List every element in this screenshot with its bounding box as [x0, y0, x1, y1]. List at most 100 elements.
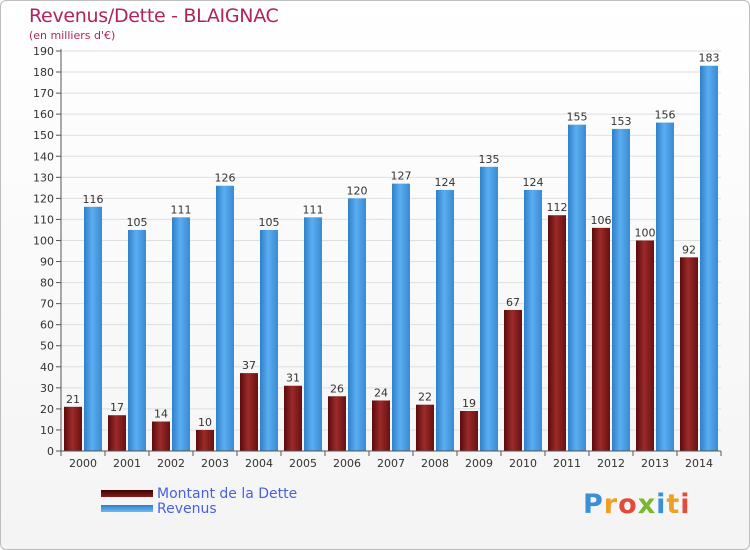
y-tick-label: 110: [33, 213, 54, 226]
data-label-revenus: 155: [567, 111, 588, 124]
bar-revenus: [656, 122, 674, 451]
legend-label-revenue: Revenus: [157, 501, 217, 517]
y-tick-label: 90: [40, 256, 54, 269]
data-label-dette: 19: [462, 397, 476, 410]
data-label-revenus: 127: [391, 170, 412, 183]
y-tick-label: 160: [33, 108, 54, 121]
bar-dette: [284, 385, 302, 451]
data-label-dette: 92: [682, 243, 696, 256]
data-label-dette: 106: [591, 214, 612, 227]
bar-dette: [504, 309, 522, 451]
bar-revenus: [128, 229, 146, 451]
x-tick-label: 2000: [69, 457, 97, 470]
y-tick-label: 30: [40, 382, 54, 395]
x-tick-label: 2002: [157, 457, 185, 470]
bar-dette: [592, 227, 610, 451]
bar-revenus: [84, 206, 102, 451]
x-tick-label: 2014: [685, 457, 713, 470]
data-label-revenus: 156: [655, 109, 676, 122]
x-tick-label: 2003: [201, 457, 229, 470]
data-label-dette: 10: [198, 416, 212, 429]
data-label-revenus: 105: [259, 216, 280, 229]
legend-swatch-debt: [101, 490, 153, 497]
bar-revenus: [348, 198, 366, 451]
data-label-revenus: 183: [699, 52, 720, 65]
x-tick-label: 2008: [421, 457, 449, 470]
data-label-revenus: 126: [215, 172, 236, 185]
y-tick-label: 60: [40, 319, 54, 332]
bar-dette: [108, 415, 126, 451]
data-label-dette: 37: [242, 359, 256, 372]
y-tick-label: 70: [40, 298, 54, 311]
data-label-dette: 22: [418, 391, 432, 404]
x-tick-label: 2006: [333, 457, 361, 470]
bar-dette: [328, 396, 346, 451]
y-tick-label: 170: [33, 87, 54, 100]
y-tick-label: 130: [33, 171, 54, 184]
bar-revenus: [436, 189, 454, 451]
y-tick-label: 0: [47, 445, 54, 458]
x-tick-label: 2007: [377, 457, 405, 470]
data-label-dette: 17: [110, 401, 124, 414]
x-tick-label: 2009: [465, 457, 493, 470]
y-tick-label: 40: [40, 361, 54, 374]
y-tick-label: 150: [33, 129, 54, 142]
chart-subtitle: (en milliers d'€): [29, 29, 116, 42]
y-tick-label: 140: [33, 150, 54, 163]
data-label-revenus: 153: [611, 115, 632, 128]
y-tick-label: 100: [33, 234, 54, 247]
data-label-revenus: 135: [479, 153, 500, 166]
data-label-revenus: 111: [171, 203, 192, 216]
bar-revenus: [216, 185, 234, 451]
bar-revenus: [260, 229, 278, 451]
bar-revenus: [172, 217, 190, 451]
y-tick-label: 10: [40, 424, 54, 437]
x-tick-label: 2001: [113, 457, 141, 470]
y-tick-label: 180: [33, 66, 54, 79]
x-tick-label: 2013: [641, 457, 669, 470]
proxiti-logo: Proxiti: [583, 489, 691, 520]
bar-dette: [152, 421, 170, 451]
data-label-dette: 112: [547, 201, 568, 214]
data-label-dette: 67: [506, 296, 520, 309]
data-label-revenus: 116: [83, 193, 104, 206]
bar-revenus: [700, 65, 718, 451]
bar-dette: [636, 240, 654, 451]
bar-revenus: [612, 128, 630, 451]
chart-title: Revenus/Dette - BLAIGNAC: [29, 5, 279, 27]
data-label-dette: 21: [66, 393, 80, 406]
bar-dette: [240, 373, 258, 451]
data-label-revenus: 111: [303, 203, 324, 216]
y-tick-label: 190: [33, 45, 54, 58]
y-tick-label: 50: [40, 340, 54, 353]
y-tick-label: 20: [40, 403, 54, 416]
data-label-dette: 100: [635, 226, 656, 239]
legend-label-debt: Montant de la Dette: [157, 486, 298, 502]
data-label-revenus: 120: [347, 184, 368, 197]
bar-revenus: [480, 166, 498, 451]
bar-dette: [460, 411, 478, 451]
bar-revenus: [524, 189, 542, 451]
x-tick-label: 2010: [509, 457, 537, 470]
data-label-dette: 24: [374, 386, 388, 399]
data-label-revenus: 105: [127, 216, 148, 229]
bar-dette: [680, 257, 698, 451]
data-label-revenus: 124: [523, 176, 544, 189]
x-tick-label: 2012: [597, 457, 625, 470]
y-tick-label: 80: [40, 277, 54, 290]
bar-dette: [416, 404, 434, 451]
bar-dette: [548, 215, 566, 451]
bar-revenus: [568, 124, 586, 452]
data-label-dette: 26: [330, 382, 344, 395]
x-tick-label: 2005: [289, 457, 317, 470]
bar-dette: [64, 406, 82, 451]
data-label-dette: 14: [154, 408, 168, 421]
bar-revenus: [392, 183, 410, 451]
y-tick-label: 120: [33, 192, 54, 205]
data-label-dette: 31: [286, 372, 300, 385]
data-label-revenus: 124: [435, 176, 456, 189]
x-tick-label: 2011: [553, 457, 581, 470]
bar-revenus: [304, 217, 322, 451]
